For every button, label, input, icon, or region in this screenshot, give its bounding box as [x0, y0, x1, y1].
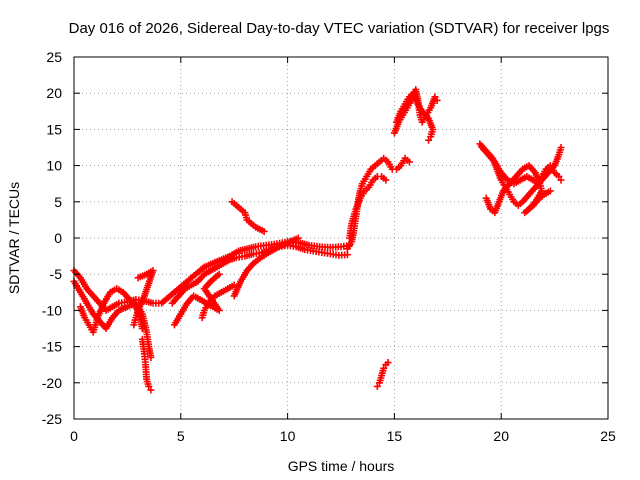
chart-title: Day 016 of 2026, Sidereal Day-to-day VTE… [69, 20, 610, 37]
y-tick-label: 15 [46, 121, 62, 137]
y-tick-label: -10 [42, 302, 62, 318]
series-markers [373, 359, 392, 390]
series-track-r [482, 162, 554, 217]
x-tick-label: 5 [177, 428, 185, 444]
y-tick-label: 5 [54, 194, 62, 210]
y-tick-label: 0 [54, 230, 62, 246]
y-tick-label: -15 [42, 339, 62, 355]
series-track-q [478, 144, 565, 188]
x-tick-label: 25 [600, 428, 616, 444]
series-track-j [228, 198, 268, 235]
y-tick-label: 20 [46, 85, 62, 101]
x-tick-label: 10 [280, 428, 296, 444]
series-markers [393, 89, 437, 144]
series-track-o [393, 89, 437, 144]
x-tick-label: 15 [387, 428, 403, 444]
series-markers [228, 198, 268, 235]
tick-labels: 0 5 10 15 20 25 -25 -20 -15 -10 -5 0 5 10 15 20 25 [42, 49, 616, 444]
y-tick-label: 10 [46, 158, 62, 174]
series-markers [482, 162, 554, 217]
series-markers [130, 267, 157, 329]
y-tick-label: -25 [42, 411, 62, 427]
series-track-c [76, 285, 146, 336]
series-track-d [130, 267, 157, 329]
series-markers [346, 172, 390, 242]
x-axis-label: GPS time / hours [288, 458, 395, 474]
x-tick-label: 20 [493, 428, 509, 444]
series-track-l [346, 172, 390, 242]
series-markers [198, 281, 238, 322]
series-track-m [373, 359, 392, 390]
data-points [70, 86, 565, 394]
y-tick-label: 25 [46, 49, 62, 65]
x-tick-label: 0 [70, 428, 78, 444]
series-markers [478, 144, 565, 188]
grid-lines [74, 57, 608, 419]
series-markers [230, 234, 302, 300]
series-markers [76, 285, 146, 336]
axis-ticks [73, 56, 609, 420]
series-markers [138, 335, 155, 394]
y-axis-label: SDTVAR / TECUs [6, 182, 22, 294]
series-track-h [198, 281, 238, 322]
series-track-e [138, 335, 155, 394]
y-tick-label: -5 [50, 266, 63, 282]
series-track-i [230, 234, 302, 300]
y-tick-label: -20 [42, 375, 62, 391]
